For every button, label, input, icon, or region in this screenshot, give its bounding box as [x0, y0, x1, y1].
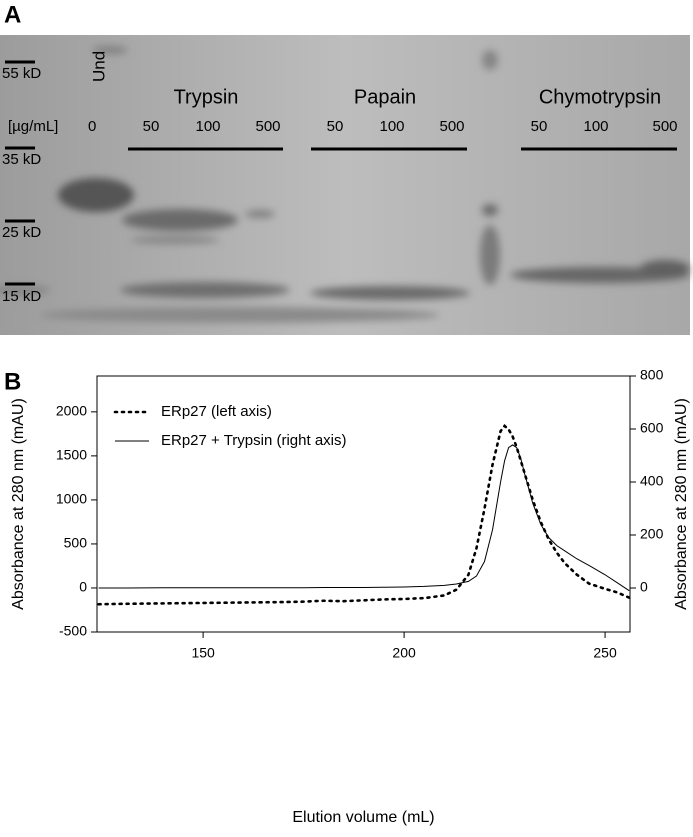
y-tick-label: -500: [59, 623, 87, 639]
group-label: Chymotrypsin: [539, 86, 661, 108]
x-axis-label: Elution volume (mL): [292, 809, 434, 826]
dose-label: 500: [652, 118, 677, 135]
dose-label: 50: [531, 118, 548, 135]
marker-label: 15 kD: [2, 288, 41, 305]
dose-label: 500: [439, 118, 464, 135]
dose-label: 500: [255, 118, 280, 135]
dose-label: 50: [143, 118, 160, 135]
group-label: Trypsin: [174, 86, 239, 108]
gel-bands: [0, 46, 690, 323]
y2-tick-label: 400: [640, 473, 664, 489]
x-tick-label: 150: [191, 645, 215, 661]
y-tick-label: 0: [79, 579, 87, 595]
group-label: Papain: [354, 86, 416, 108]
marker-label: 25 kD: [2, 224, 41, 241]
x-tick-label: 250: [593, 645, 617, 661]
y-tick-label: 2000: [56, 403, 87, 419]
panel-label: A: [4, 1, 21, 28]
y2-tick-label: 0: [640, 579, 648, 595]
y2-axis-label: Absorbance at 280 nm (mAU): [673, 398, 690, 610]
dose-label: 0: [88, 118, 96, 135]
y2-tick-label: 200: [640, 526, 664, 542]
y-tick-label: 500: [64, 535, 88, 551]
dose-label: 100: [583, 118, 608, 135]
y2-tick-label: 800: [640, 367, 664, 383]
unit-label: [µg/mL]: [8, 118, 58, 135]
y-axis-label: Absorbance at 280 nm (mAU): [10, 398, 27, 610]
series-line: [97, 424, 631, 606]
marker-label: 35 kD: [2, 151, 41, 168]
dose-label: 50: [327, 118, 344, 135]
lane-header: Und: [89, 51, 108, 82]
legend-label: ERp27 + Trypsin (right axis): [161, 432, 347, 449]
legend-label: ERp27 (left axis): [161, 403, 272, 420]
plot-frame: [96, 375, 631, 633]
y-tick-label: 1000: [56, 491, 87, 507]
y2-tick-label: 600: [640, 420, 664, 436]
x-tick-label: 200: [392, 645, 416, 661]
panel-label: B: [4, 368, 21, 395]
dose-label: 100: [379, 118, 404, 135]
marker-label: 55 kD: [2, 65, 41, 82]
dose-label: 100: [195, 118, 220, 135]
series-line: [98, 444, 630, 592]
chart: 150 200 250 -500 0 500 1000 1500 2000 0 200 400 600 8…: [10, 367, 690, 827]
y-tick-label: 1500: [56, 447, 87, 463]
